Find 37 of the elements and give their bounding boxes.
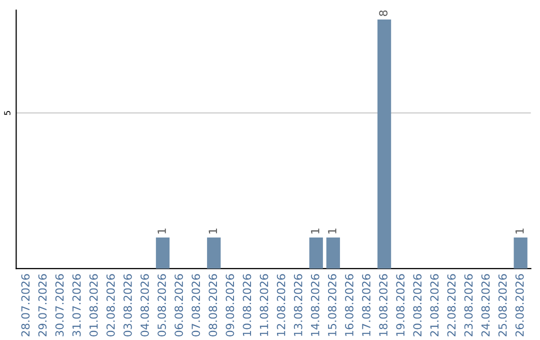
x-tick-label: 03.08.2026 bbox=[123, 274, 132, 336]
x-tick-label: 16.08.2026 bbox=[345, 274, 354, 336]
x-tick-label: 02.08.2026 bbox=[106, 274, 115, 336]
data-label: 1 bbox=[208, 228, 217, 234]
x-tick-label: 13.08.2026 bbox=[294, 274, 302, 336]
x-tick-label: 10.08.2026 bbox=[242, 274, 252, 336]
x-tick-label: 06.08.2026 bbox=[174, 274, 184, 336]
x-tick-label: 04.08.2026 bbox=[140, 274, 149, 336]
x-tick-label: 24.08.2026 bbox=[481, 274, 490, 336]
x-tick-label: 22.08.2026 bbox=[447, 274, 456, 336]
x-tick-label: 31.07.2026 bbox=[72, 274, 81, 336]
x-tick-label: 17.08.2026 bbox=[362, 274, 370, 336]
data-label: 1 bbox=[516, 228, 524, 234]
x-tick-label: 12.08.2026 bbox=[276, 274, 286, 336]
x-tick-label: 07.08.2026 bbox=[192, 274, 200, 336]
x-tick-label: 19.08.2026 bbox=[396, 274, 405, 336]
data-label: 8 bbox=[379, 10, 388, 16]
x-tick-label: 18.08.2026 bbox=[379, 274, 388, 336]
x-tick-label: 20.08.2026 bbox=[413, 274, 422, 336]
data-label: 1 bbox=[158, 228, 166, 234]
x-tick-label: 15.08.2026 bbox=[328, 274, 336, 336]
x-tick-label: 26.08.2026 bbox=[515, 274, 524, 336]
x-tick-label: 05.08.2026 bbox=[158, 274, 166, 336]
x-tick-label: 08.08.2026 bbox=[208, 274, 218, 336]
x-tick-label: 30.07.2026 bbox=[55, 274, 64, 336]
data-label: 1 bbox=[328, 228, 336, 234]
x-tick-label: 29.07.2026 bbox=[38, 274, 47, 336]
x-tick-label: 01.08.2026 bbox=[89, 274, 98, 336]
x-tick-label: 23.08.2026 bbox=[464, 274, 473, 336]
data-label: 1 bbox=[311, 228, 320, 234]
x-tick-label: 11.08.2026 bbox=[260, 274, 268, 336]
x-tick-label: 14.08.2026 bbox=[310, 274, 320, 336]
y-tick-label: 5 bbox=[4, 111, 10, 115]
x-tick-label: 25.08.2026 bbox=[498, 274, 507, 336]
x-tick-label: 28.07.2026 bbox=[21, 274, 30, 336]
x-tick-label: 21.08.2026 bbox=[430, 274, 439, 336]
x-tick-label: 09.08.2026 bbox=[226, 274, 234, 336]
